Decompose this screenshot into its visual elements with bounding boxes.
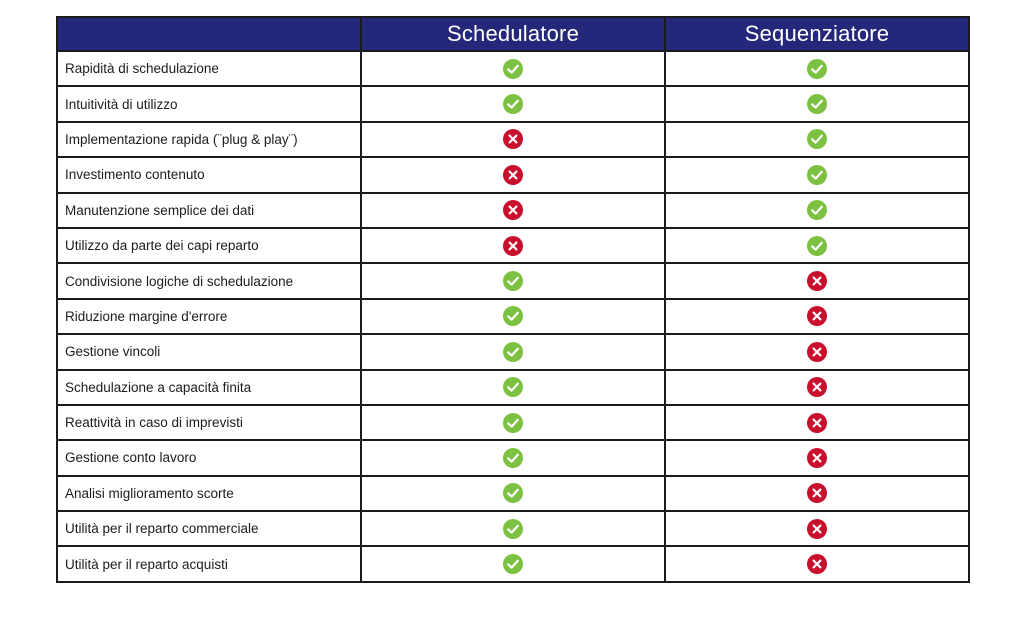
comparison-table-container: Schedulatore Sequenziatore Rapidità di s… xyxy=(56,16,970,583)
sequenziatore-cell xyxy=(664,156,970,194)
check-icon xyxy=(503,94,523,115)
sequenziatore-cell xyxy=(664,85,970,123)
schedulatore-cell xyxy=(360,510,666,548)
cross-icon xyxy=(807,518,827,539)
cross-icon xyxy=(503,200,523,221)
sequenziatore-cell xyxy=(664,545,970,583)
feature-label: Intuitività di utilizzo xyxy=(56,85,362,123)
schedulatore-cell xyxy=(360,333,666,371)
schedulatore-cell xyxy=(360,439,666,477)
feature-label: Riduzione margine d'errore xyxy=(56,297,362,336)
cross-icon xyxy=(503,235,523,256)
feature-label: Analisi miglioramento scorte xyxy=(56,474,362,513)
feature-label: Condivisione logiche di schedulazione xyxy=(56,262,362,300)
check-icon xyxy=(503,271,523,292)
sequenziatore-cell xyxy=(664,191,970,229)
check-icon xyxy=(503,306,523,327)
feature-label: Gestione vincoli xyxy=(56,333,362,371)
sequenziatore-cell xyxy=(664,49,970,88)
table-row: Gestione conto lavoro xyxy=(56,439,970,477)
check-icon xyxy=(503,518,523,539)
header-schedulatore: Schedulatore xyxy=(360,16,666,52)
feature-label: Reattività in caso di imprevisti xyxy=(56,403,362,442)
feature-label: Manutenzione semplice dei dati xyxy=(56,191,362,229)
sequenziatore-cell xyxy=(664,368,970,406)
sequenziatore-cell xyxy=(664,403,970,442)
sequenziatore-cell xyxy=(664,474,970,513)
schedulatore-cell xyxy=(360,85,666,123)
sequenziatore-cell xyxy=(664,120,970,159)
schedulatore-cell xyxy=(360,368,666,406)
check-icon xyxy=(807,164,827,185)
table-row: Implementazione rapida (¨plug & play¨) xyxy=(56,120,970,159)
comparison-table: Schedulatore Sequenziatore Rapidità di s… xyxy=(56,16,970,583)
sequenziatore-cell xyxy=(664,297,970,336)
feature-label: Investimento contenuto xyxy=(56,156,362,194)
table-row: Utilizzo da parte dei capi reparto xyxy=(56,226,970,265)
schedulatore-cell xyxy=(360,297,666,336)
feature-label: Schedulazione a capacità finita xyxy=(56,368,362,406)
table-row: Utilità per il reparto commerciale xyxy=(56,510,970,548)
feature-label: Utilizzo da parte dei capi reparto xyxy=(56,226,362,265)
check-icon xyxy=(503,412,523,433)
cross-icon xyxy=(807,306,827,327)
check-icon xyxy=(807,129,827,150)
schedulatore-cell xyxy=(360,545,666,583)
cross-icon xyxy=(807,447,827,468)
table-row: Condivisione logiche di schedulazione xyxy=(56,262,970,300)
header-feature-column xyxy=(56,16,362,52)
schedulatore-cell xyxy=(360,403,666,442)
sequenziatore-cell xyxy=(664,333,970,371)
table-row: Schedulazione a capacità finita xyxy=(56,368,970,406)
cross-icon xyxy=(503,164,523,185)
cross-icon xyxy=(807,377,827,398)
check-icon xyxy=(503,554,523,575)
schedulatore-cell xyxy=(360,262,666,300)
cross-icon xyxy=(807,412,827,433)
sequenziatore-cell xyxy=(664,226,970,265)
check-icon xyxy=(503,483,523,504)
table-row: Manutenzione semplice dei dati xyxy=(56,191,970,229)
cross-icon xyxy=(807,271,827,292)
check-icon xyxy=(807,200,827,221)
schedulatore-cell xyxy=(360,156,666,194)
check-icon xyxy=(807,235,827,256)
check-icon xyxy=(503,58,523,79)
check-icon xyxy=(807,58,827,79)
sequenziatore-cell xyxy=(664,262,970,300)
header-sequenziatore: Sequenziatore xyxy=(664,16,970,52)
sequenziatore-cell xyxy=(664,510,970,548)
check-icon xyxy=(807,94,827,115)
table-row: Investimento contenuto xyxy=(56,156,970,194)
feature-label: Rapidità di schedulazione xyxy=(56,49,362,88)
cross-icon xyxy=(807,483,827,504)
feature-label: Implementazione rapida (¨plug & play¨) xyxy=(56,120,362,159)
header-row: Schedulatore Sequenziatore xyxy=(56,16,970,52)
table-row: Rapidità di schedulazione xyxy=(56,49,970,88)
feature-label: Utilità per il reparto acquisti xyxy=(56,545,362,583)
sequenziatore-cell xyxy=(664,439,970,477)
table-row: Reattività in caso di imprevisti xyxy=(56,403,970,442)
feature-label: Utilità per il reparto commerciale xyxy=(56,510,362,548)
feature-label: Gestione conto lavoro xyxy=(56,439,362,477)
table-row: Intuitività di utilizzo xyxy=(56,85,970,123)
schedulatore-cell xyxy=(360,49,666,88)
check-icon xyxy=(503,377,523,398)
check-icon xyxy=(503,447,523,468)
check-icon xyxy=(503,341,523,362)
schedulatore-cell xyxy=(360,226,666,265)
cross-icon xyxy=(503,129,523,150)
schedulatore-cell xyxy=(360,474,666,513)
table-row: Analisi miglioramento scorte xyxy=(56,474,970,513)
table-body: Rapidità di schedulazione Intuitività di … xyxy=(56,49,970,583)
cross-icon xyxy=(807,341,827,362)
cross-icon xyxy=(807,554,827,575)
table-row: Utilità per il reparto acquisti xyxy=(56,545,970,583)
table-row: Riduzione margine d'errore xyxy=(56,297,970,336)
table-row: Gestione vincoli xyxy=(56,333,970,371)
schedulatore-cell xyxy=(360,120,666,159)
schedulatore-cell xyxy=(360,191,666,229)
